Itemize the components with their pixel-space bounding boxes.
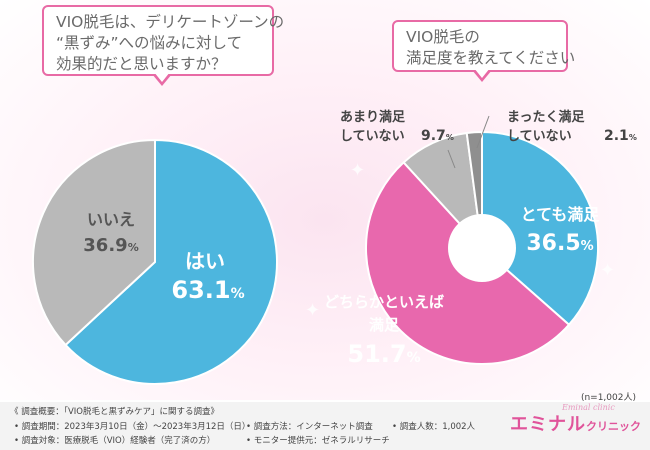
question-2-line: 満足度を教えてください [406, 49, 576, 67]
logo-main: エミナル [510, 414, 586, 435]
slice-value-not-very-satisfied: 9.7% [421, 128, 454, 144]
survey-summary: 《 調査概要：「VIO脱毛と黒ずみケア」に関する調査》 [10, 407, 219, 417]
survey-count: • 調査人数：1,002人 [392, 422, 476, 432]
chart-area: ✦ ✦ ✦ ✦ ✦ はい63.1%いいえ36.9%とても満足36.5%どちらかと… [0, 0, 650, 400]
donut-slice-very-satisfied [481, 130, 599, 327]
slice-label-not-at-all-satisfied: していない [507, 129, 572, 144]
question-1-line: 効果的だと思いますか？ [56, 55, 227, 73]
question-bubble-1: VIO脱毛は、デリケートゾーンの “黒ずみ”への悩みに対して 効果的だと思います… [42, 5, 285, 86]
slice-label-yes: はい [185, 249, 225, 273]
slice-label-somewhat-satisfied: 満足 [369, 316, 400, 334]
survey-monitor: • モニター提供元：ゼネラルリサーチ [246, 436, 390, 446]
question-bubble-2: VIO脱毛の 満足度を教えてください [392, 20, 576, 82]
slice-label-no: いいえ [87, 210, 135, 229]
slice-value-no: 36.9% [83, 235, 138, 256]
survey-target: • 調査対象：医療脱毛（VIO）経験者（完了済の方） [14, 436, 216, 446]
logo-sub: クリニック [586, 420, 641, 433]
survey-footer: 《 調査概要：「VIO脱毛と黒ずみケア」に関する調査》 • 調査期間：2023年… [0, 402, 650, 450]
question-1-line: VIO脱毛は、デリケートゾーンの [56, 13, 285, 31]
bubble-tail [152, 72, 172, 86]
clinic-logo: Eminal clinic エミナルクリニック [510, 403, 641, 436]
slice-value-very-satisfied: 36.5% [526, 231, 593, 256]
question-2-line: VIO脱毛の [406, 28, 480, 46]
slice-label-not-very-satisfied: あまり満足 [340, 109, 406, 125]
bubble-tail [472, 68, 492, 82]
slice-label-very-satisfied: とても満足 [521, 205, 601, 224]
survey-period: • 調査期間：2023年3月10日（金）〜2023年3月12日（日） [14, 422, 251, 432]
sample-size: (n=1,002人) [580, 393, 636, 403]
leader-line-not-very [447, 149, 456, 169]
sparkle-decoration: ✦ [600, 260, 616, 281]
slice-value-not-at-all-satisfied: 2.1% [604, 128, 637, 144]
slice-label-not-at-all-satisfied: まったく満足 [507, 109, 585, 125]
slice-label-not-very-satisfied: していない [340, 129, 405, 144]
slice-label-somewhat-satisfied: どちらかといえば [324, 293, 444, 311]
sparkle-decoration: ✦ [350, 160, 366, 181]
slice-value-yes: 63.1% [171, 276, 244, 304]
question-1-line: “黒ずみ”への悩みに対して [56, 34, 243, 52]
leader-line-not-at-all [476, 115, 490, 149]
pie-slice-yes [64, 138, 278, 385]
slice-value-somewhat-satisfied: 51.7% [347, 340, 420, 368]
logo-script: Eminal clinic [562, 403, 615, 412]
pie-slice-no [32, 138, 156, 347]
donut-hole [448, 214, 516, 282]
survey-method: • 調査方法：インターネット調査 [246, 422, 373, 432]
sparkle-decoration: ✦ [305, 300, 321, 321]
